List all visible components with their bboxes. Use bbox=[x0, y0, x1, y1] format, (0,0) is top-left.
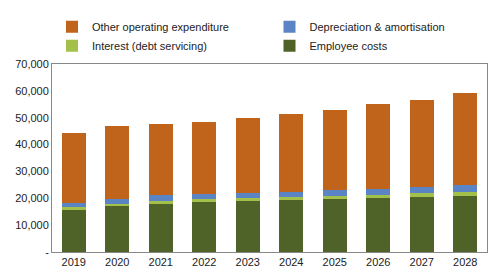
svg-text:Depreciation & amortisation: Depreciation & amortisation bbox=[310, 21, 445, 33]
svg-text:2026: 2026 bbox=[366, 256, 390, 268]
svg-text:Interest (debt servicing): Interest (debt servicing) bbox=[92, 40, 207, 52]
svg-text:2022: 2022 bbox=[192, 256, 216, 268]
svg-text:70,000: 70,000 bbox=[15, 58, 49, 70]
svg-text:60,000: 60,000 bbox=[15, 85, 49, 97]
svg-text:Employee costs: Employee costs bbox=[310, 40, 388, 52]
svg-text:2021: 2021 bbox=[149, 256, 173, 268]
svg-text:2025: 2025 bbox=[323, 256, 347, 268]
svg-text:10,000: 10,000 bbox=[15, 219, 49, 231]
svg-text:-: - bbox=[45, 246, 49, 258]
svg-text:2027: 2027 bbox=[410, 256, 434, 268]
svg-text:30,000: 30,000 bbox=[15, 165, 49, 177]
svg-text:2023: 2023 bbox=[236, 256, 260, 268]
svg-text:2024: 2024 bbox=[279, 256, 303, 268]
svg-text:Other operating expenditure: Other operating expenditure bbox=[92, 21, 229, 33]
svg-text:2019: 2019 bbox=[62, 256, 86, 268]
svg-text:20,000: 20,000 bbox=[15, 192, 49, 204]
svg-text:2020: 2020 bbox=[105, 256, 129, 268]
svg-text:40,000: 40,000 bbox=[15, 138, 49, 150]
svg-text:2028: 2028 bbox=[453, 256, 477, 268]
svg-text:50,000: 50,000 bbox=[15, 112, 49, 124]
